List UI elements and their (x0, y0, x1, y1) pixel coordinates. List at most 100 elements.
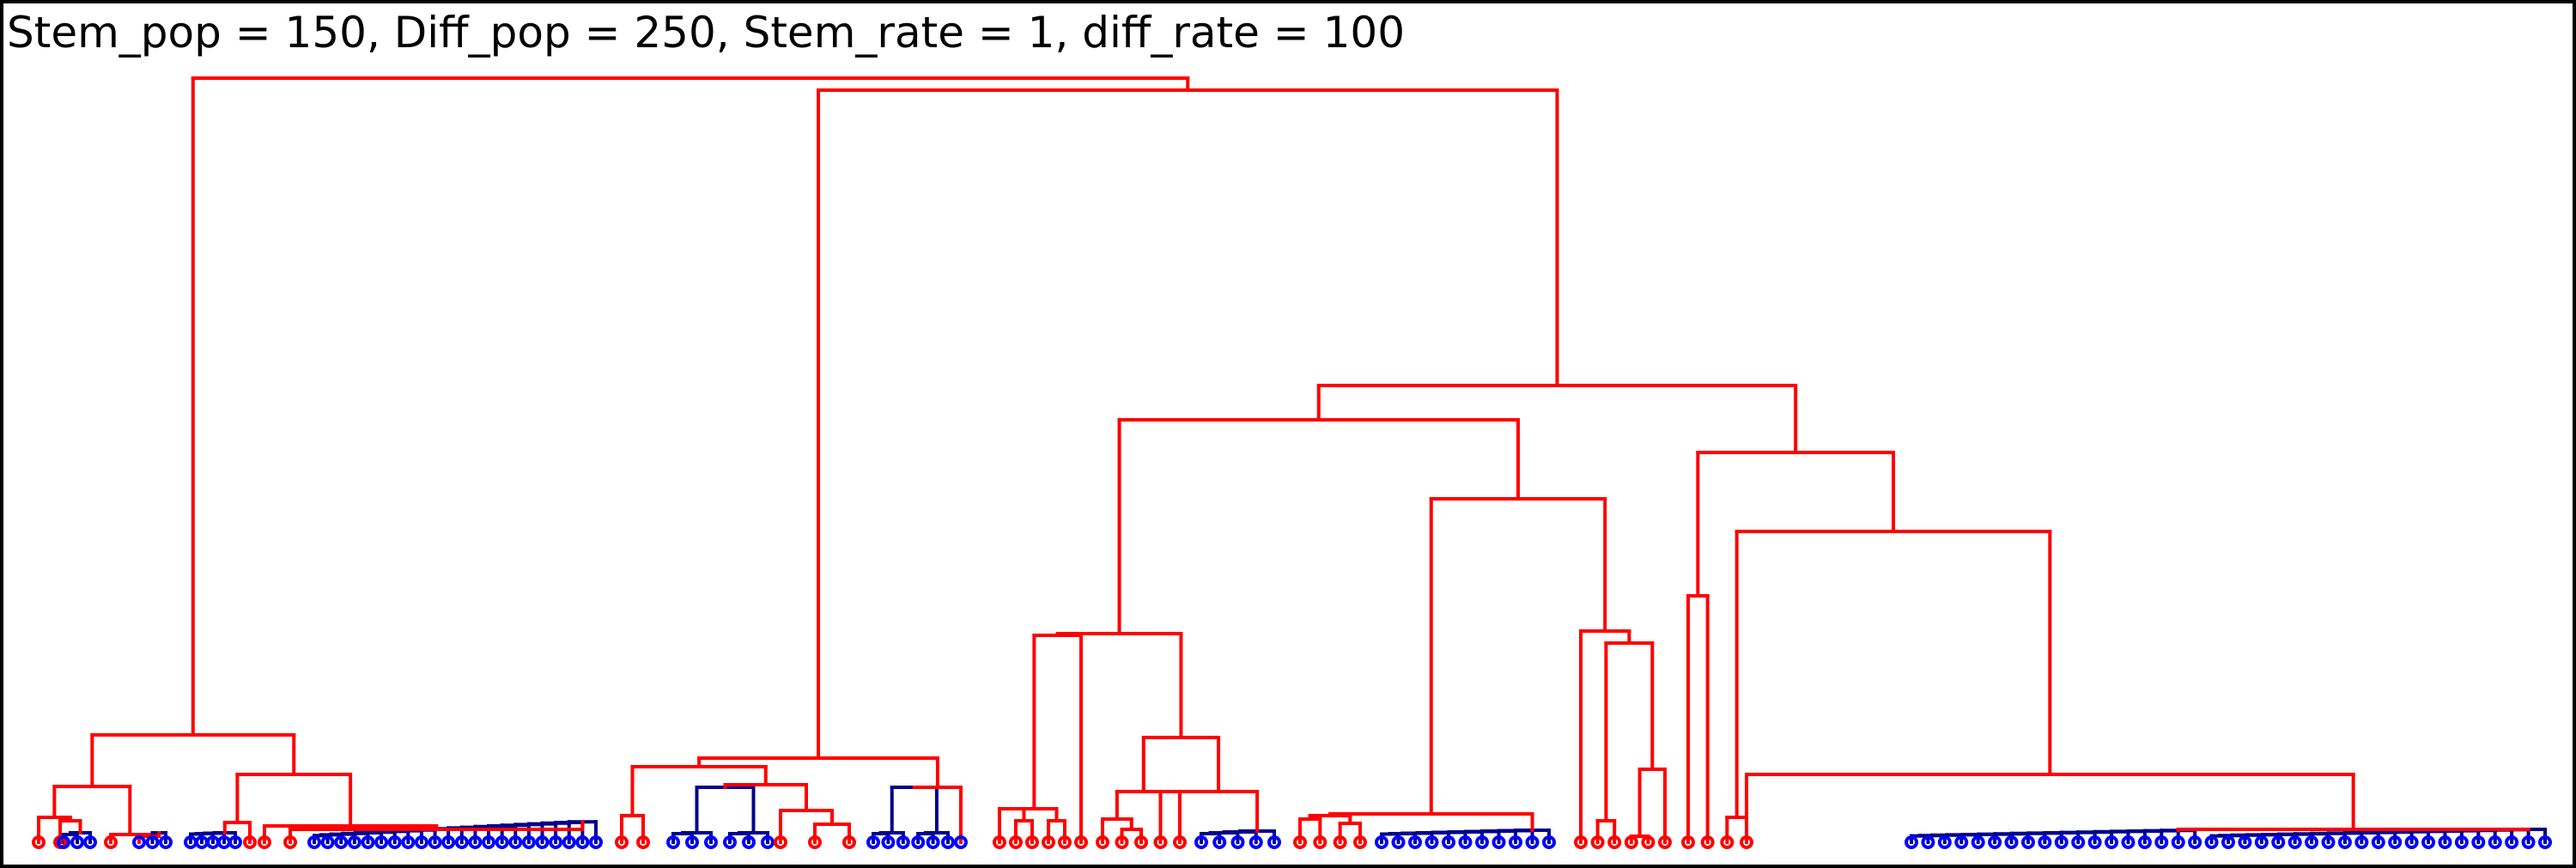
diff-cell-leaf (1937, 835, 1952, 849)
diff-cell-leaf (132, 835, 146, 849)
diff-cell-leaf (866, 835, 880, 849)
diff-cell-leaf (2505, 835, 2519, 849)
diff-cell-leaf (685, 835, 699, 849)
stem-cell-leaf (1681, 835, 1695, 849)
stem-cell-leaf (1658, 835, 1672, 849)
diff-cell-leaf (2321, 835, 2336, 849)
stem-cell-leaf (1134, 835, 1148, 849)
diff-cell-leaf (2305, 835, 2319, 849)
diff-cell-leaf (1971, 835, 1985, 849)
stem-cell-leaf (1353, 835, 1367, 849)
diff-cell-leaf (468, 835, 483, 849)
diff-cell-leaf (454, 835, 469, 849)
stem-cell-leaf (1590, 835, 1605, 849)
diff-cell-leaf (428, 835, 442, 849)
diff-cell-leaf (441, 835, 456, 849)
diff-cell-leaf (941, 835, 955, 849)
diff-cell-leaf (228, 835, 242, 849)
diff-cell-leaf (1458, 835, 1473, 849)
diff-cell-leaf (2154, 835, 2169, 849)
stem-cell-leaf (283, 835, 297, 849)
diff-cell-leaf (1408, 835, 1422, 849)
stem-cell-leaf (258, 835, 271, 849)
diff-cell-leaf (361, 835, 375, 849)
diff-cell-leaf (347, 835, 361, 849)
diff-cell-leaf (2538, 835, 2552, 849)
diff-cell-leaf (2087, 835, 2102, 849)
diff-cell-leaf (482, 835, 496, 849)
stem-cell-leaf (32, 835, 46, 849)
diff-cell-leaf (1492, 835, 1506, 849)
diff-cell-leaf (2121, 835, 2136, 849)
diff-cell-leaf (2171, 835, 2185, 849)
diff-cell-leaf (2020, 835, 2035, 849)
diff-cell-leaf (562, 835, 576, 849)
diff-cell-leaf (1425, 835, 1439, 849)
stem-cell-leaf (1574, 835, 1588, 849)
diff-cell-leaf (2337, 835, 2352, 849)
diff-cell-leaf (881, 835, 896, 849)
diff-cell-leaf (742, 835, 756, 849)
stem-cell-leaf (1293, 835, 1307, 849)
diff-cell-leaf (2105, 835, 2119, 849)
diff-cell-leaf (387, 835, 402, 849)
stem-cell-leaf (636, 835, 650, 849)
diff-cell-leaf (1905, 835, 1918, 849)
diff-cell-leaf (2287, 835, 2302, 849)
diff-cell-leaf (145, 835, 160, 849)
stem-cell-leaf (1115, 835, 1129, 849)
diff-cell-leaf (1230, 835, 1245, 849)
diff-cell-leaf (2388, 835, 2403, 849)
stem-cell-leaf (1074, 835, 1088, 849)
stem-cell-leaf (1096, 835, 1109, 849)
stem-cell-leaf (993, 835, 1006, 849)
stem-cell-leaf (1313, 835, 1327, 849)
stem-cell-leaf (1700, 835, 1715, 849)
diff-cell-leaf (1988, 835, 2002, 849)
diff-cell-leaf (159, 835, 173, 849)
diff-cell-leaf (2421, 835, 2436, 849)
diff-cell-leaf (1375, 835, 1388, 849)
diff-cell-leaf (1442, 835, 1455, 849)
diff-cell-leaf (1212, 835, 1227, 849)
diff-cell-leaf (508, 835, 523, 849)
diff-cell-leaf (2521, 835, 2536, 849)
diff-cell-leaf (1249, 835, 1263, 849)
diff-cell-leaf (414, 835, 428, 849)
diff-cell-leaf (2271, 835, 2286, 849)
diff-cell-leaf (401, 835, 416, 849)
diff-cell-leaf (2354, 835, 2369, 849)
diff-cell-leaf (1509, 835, 1522, 849)
diff-cell-leaf (83, 835, 97, 849)
stem-cell-leaf (1740, 835, 1753, 849)
stem-cell-leaf (1173, 835, 1187, 849)
diff-cell-leaf (2137, 835, 2152, 849)
diff-cell-leaf (1475, 835, 1489, 849)
diff-cell-leaf (896, 835, 910, 849)
diff-cell-leaf (2454, 835, 2469, 849)
stem-cell-leaf (1153, 835, 1168, 849)
stem-cell-leaf (1641, 835, 1656, 849)
stem-cell-leaf (1333, 835, 1347, 849)
diff-cell-leaf (320, 835, 335, 849)
stem-cell-leaf (1025, 835, 1039, 849)
diff-cell-leaf (2371, 835, 2385, 849)
diff-cell-leaf (2471, 835, 2486, 849)
diff-cell-leaf (549, 835, 563, 849)
diff-cell-leaf (589, 835, 603, 849)
stem-cell-leaf (243, 835, 257, 849)
diff-cell-leaf (495, 835, 509, 849)
stem-cell-leaf (1009, 835, 1023, 849)
diff-cell-leaf (57, 835, 70, 849)
diff-cell-leaf (1267, 835, 1281, 849)
diff-cell-leaf (521, 835, 536, 849)
diff-cell-leaf (2071, 835, 2086, 849)
diff-cell-leaf (2221, 835, 2235, 849)
diff-cell-leaf (1542, 835, 1556, 849)
diff-cell-leaf (70, 835, 84, 849)
stem-cell-leaf (774, 835, 787, 849)
diff-cell-leaf (2254, 835, 2269, 849)
diff-cell-leaf (723, 835, 737, 849)
stem-cell-leaf (1624, 835, 1638, 849)
diff-cell-leaf (954, 835, 968, 849)
